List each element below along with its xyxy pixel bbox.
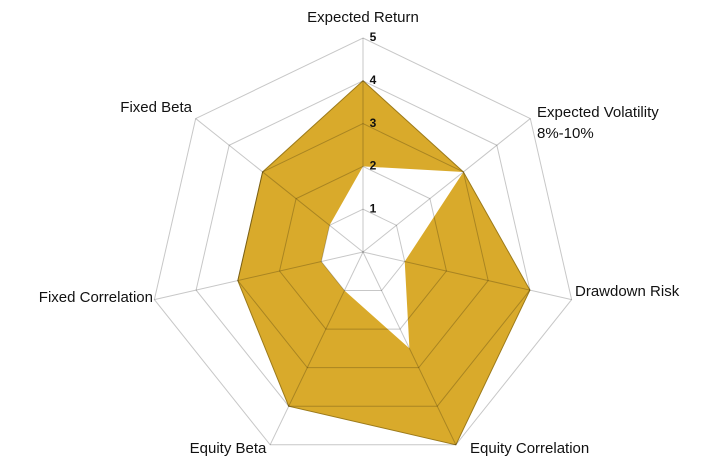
axis-label: Expected Volatility 8%-10% <box>537 104 659 142</box>
axis-label: Equity Correlation <box>470 440 589 457</box>
axis-label: Fixed Correlation <box>39 289 153 306</box>
axis-label: Fixed Beta <box>120 99 192 116</box>
r-tick-label: 5 <box>370 30 377 44</box>
r-tick-label: 1 <box>370 201 377 215</box>
axis-label: Drawdown Risk <box>575 283 680 300</box>
r-tick-label: 2 <box>370 159 377 173</box>
inner-area <box>321 166 464 349</box>
grid-ring <box>195 80 531 407</box>
axis-label: Expected Return <box>307 9 419 26</box>
spoke <box>195 118 364 253</box>
spoke <box>362 251 457 446</box>
spoke <box>362 118 531 253</box>
axis-label: Equity Beta <box>190 440 267 457</box>
r-tick-label: 4 <box>370 73 377 87</box>
grid-ring <box>320 208 406 292</box>
r-tick-label: 3 <box>370 116 377 130</box>
spoke <box>154 251 364 301</box>
grid-ring <box>237 123 489 369</box>
grid-ring <box>153 37 573 446</box>
grid-ring <box>279 165 447 330</box>
spoke <box>362 251 572 301</box>
spoke <box>269 251 364 446</box>
